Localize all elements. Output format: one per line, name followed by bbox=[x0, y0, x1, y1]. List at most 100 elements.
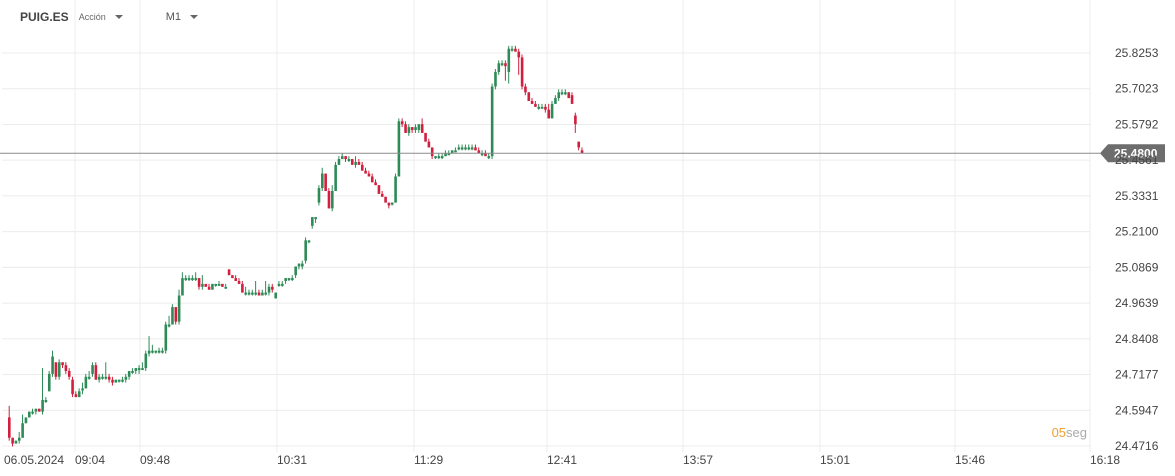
candle-body bbox=[437, 156, 441, 159]
candle-body bbox=[550, 103, 554, 119]
x-tick-label: 15:01 bbox=[820, 453, 850, 467]
candle-body bbox=[224, 286, 228, 289]
candle-body bbox=[294, 266, 297, 276]
x-tick-label: 15:46 bbox=[955, 453, 985, 467]
candle-body bbox=[480, 153, 484, 156]
countdown-value: 05 bbox=[1051, 425, 1067, 440]
candle-body bbox=[367, 173, 371, 177]
timeframe-label[interactable]: M1 bbox=[165, 11, 181, 23]
instrument-type-label: Acción bbox=[78, 12, 106, 22]
candle-countdown: 05seg bbox=[1052, 425, 1087, 440]
y-tick-label: 24.7177 bbox=[1115, 368, 1159, 382]
candle-body bbox=[121, 379, 124, 382]
candle-body bbox=[281, 283, 284, 286]
candle-body bbox=[297, 263, 301, 267]
y-tick-label: 25.8253 bbox=[1115, 46, 1159, 60]
x-tick-label: 16:18 bbox=[1090, 453, 1120, 467]
candle-body bbox=[564, 92, 567, 95]
candle-body bbox=[257, 292, 261, 296]
candle-body bbox=[337, 159, 341, 165]
candle-body bbox=[74, 394, 78, 398]
candle-body bbox=[237, 280, 241, 284]
candle-body bbox=[534, 103, 537, 107]
candle-body bbox=[490, 86, 494, 157]
candle-body bbox=[317, 188, 321, 203]
candle-body bbox=[31, 411, 34, 414]
candle-body bbox=[554, 98, 557, 104]
candle-body bbox=[177, 295, 181, 322]
candle-body bbox=[377, 185, 381, 194]
y-tick-label: 24.5947 bbox=[1115, 403, 1159, 417]
y-axis: 25.8253 25.7023 25.5792 25.4561 25.3331 25.21… bbox=[1115, 46, 1159, 453]
current-price-line: 25.4800 bbox=[0, 144, 1165, 163]
candle-series bbox=[8, 45, 584, 447]
candle-body bbox=[397, 121, 401, 177]
candle-body bbox=[497, 63, 501, 72]
candle-body bbox=[267, 286, 271, 293]
candle-body bbox=[11, 437, 14, 444]
candle-body bbox=[324, 173, 327, 191]
candle-body bbox=[174, 307, 178, 322]
candle-body bbox=[307, 240, 311, 243]
candle-body bbox=[61, 362, 64, 366]
candle-body bbox=[500, 63, 504, 66]
x-tick-label: 12:41 bbox=[547, 453, 577, 467]
candle-body bbox=[51, 356, 54, 374]
candle-body bbox=[530, 100, 534, 104]
candle-body bbox=[67, 370, 71, 377]
candle-body bbox=[81, 388, 84, 391]
candle-body bbox=[447, 153, 451, 156]
current-price-tag bbox=[1100, 144, 1165, 163]
candle-body bbox=[181, 278, 184, 296]
candle-body bbox=[341, 156, 344, 160]
candle-body bbox=[14, 440, 18, 444]
candle-body bbox=[370, 176, 374, 183]
candle-body bbox=[387, 202, 391, 206]
candle-body bbox=[467, 147, 471, 150]
candle-body bbox=[414, 127, 417, 131]
candle-body bbox=[354, 161, 357, 165]
chevron-down-icon[interactable] bbox=[189, 12, 199, 22]
candle-body bbox=[394, 176, 397, 203]
candle-body bbox=[301, 263, 304, 267]
candle-body bbox=[54, 362, 58, 377]
candle-body bbox=[104, 376, 108, 379]
candle-body bbox=[117, 379, 121, 382]
candle-body bbox=[427, 141, 431, 148]
candle-body bbox=[21, 423, 24, 438]
candle-body bbox=[420, 124, 424, 133]
candle-body bbox=[400, 121, 404, 125]
candle-body bbox=[407, 127, 411, 133]
candle-body bbox=[41, 400, 44, 412]
candle-body bbox=[374, 182, 377, 186]
candle-body bbox=[450, 150, 454, 154]
candle-body bbox=[560, 92, 564, 95]
candle-body bbox=[197, 278, 201, 287]
y-tick-label: 24.9639 bbox=[1115, 296, 1159, 310]
candle-body bbox=[24, 417, 28, 424]
candle-body bbox=[487, 156, 491, 159]
candle-body bbox=[101, 376, 104, 379]
candle-body bbox=[484, 153, 487, 157]
y-tick-label: 25.0869 bbox=[1115, 260, 1159, 274]
symbol-label[interactable]: PUIG.ES bbox=[20, 10, 69, 24]
candle-body bbox=[127, 370, 131, 377]
chevron-down-icon[interactable] bbox=[114, 12, 124, 22]
candle-body bbox=[211, 283, 214, 290]
instrument-bar: PUIG.ES Acción M1 bbox=[0, 0, 280, 34]
candle-body bbox=[287, 278, 291, 281]
candle-body bbox=[510, 48, 514, 51]
candle-body bbox=[111, 379, 114, 383]
candle-body bbox=[334, 164, 337, 191]
candle-body bbox=[430, 147, 434, 157]
y-tick-label: 25.7023 bbox=[1115, 82, 1159, 96]
y-tick-label: 25.2100 bbox=[1115, 225, 1159, 239]
candle-body bbox=[57, 362, 61, 377]
grid-lines bbox=[2, 0, 1091, 452]
y-tick-label: 25.3331 bbox=[1115, 189, 1159, 203]
candle-body bbox=[231, 275, 234, 279]
candle-body bbox=[247, 292, 251, 295]
candle-body bbox=[154, 350, 158, 353]
candle-body bbox=[321, 173, 324, 189]
